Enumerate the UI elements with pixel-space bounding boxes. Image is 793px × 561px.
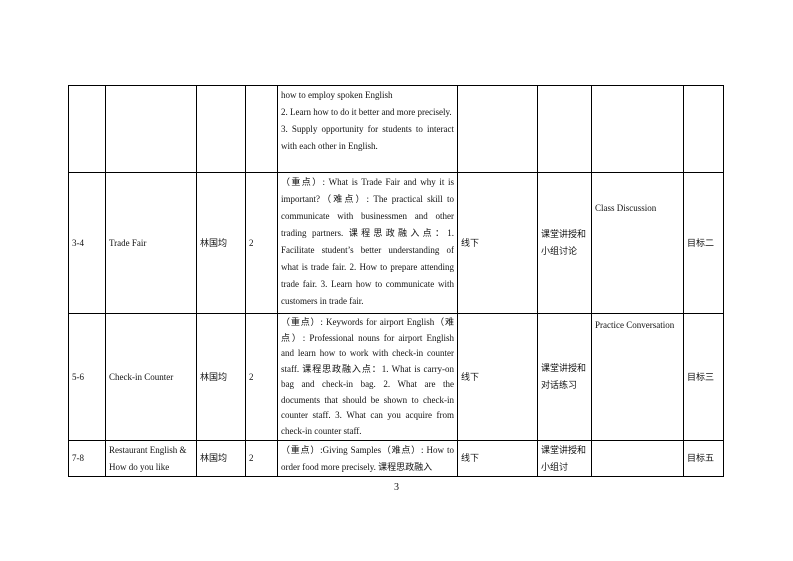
activity-cell [591, 440, 684, 477]
table-row: 3-4 Trade Fair 林国均 2 （重点）: What is Trade… [68, 172, 724, 314]
week-cell: 5-6 [68, 313, 106, 441]
topic-cell [105, 85, 197, 173]
hours-cell: 2 [245, 172, 278, 314]
activity-cell: Class Discussion [591, 172, 684, 314]
method-cell: 课堂讲授和小组讨论 [537, 172, 592, 314]
week-cell: 7-8 [68, 440, 106, 477]
page-number: 3 [394, 482, 399, 493]
content-cell: （重点）: What is Trade Fair and why it is i… [277, 172, 458, 314]
mode-cell: 线下 [457, 313, 538, 441]
content-cell: （重点）: Keywords for airport English（难点）: … [277, 313, 458, 441]
method-cell: 课堂讲授和对话练习 [537, 313, 592, 441]
mode-cell: 线下 [457, 172, 538, 314]
week-cell: 3-4 [68, 172, 106, 314]
hours-cell: 2 [245, 313, 278, 441]
teacher-cell: 林国均 [196, 172, 246, 314]
mode-cell [457, 85, 538, 173]
table-row: 7-8 Restaurant English & How do you like… [68, 440, 724, 477]
mode-cell: 线下 [457, 440, 538, 477]
goal-cell: 目标二 [683, 172, 724, 314]
method-cell: 课堂讲授和小组讨 [537, 440, 592, 477]
activity-cell [591, 85, 684, 173]
goal-cell: 目标三 [683, 313, 724, 441]
goal-cell [683, 85, 724, 173]
teacher-cell: 林国均 [196, 313, 246, 441]
content-cell: how to employ spoken English 2. Learn ho… [277, 85, 458, 173]
method-cell [537, 85, 592, 173]
content-cell: （重点）:Giving Samples（难点）: How to order fo… [277, 440, 458, 477]
goal-cell: 目标五 [683, 440, 724, 477]
hours-cell: 2 [245, 440, 278, 477]
table-row: 5-6 Check-in Counter 林国均 2 （重点）: Keyword… [68, 313, 724, 441]
teacher-cell: 林国均 [196, 440, 246, 477]
teacher-cell [196, 85, 246, 173]
topic-cell: Restaurant English & How do you like [105, 440, 197, 477]
activity-cell: Practice Conversation [591, 313, 684, 441]
topic-cell: Check-in Counter [105, 313, 197, 441]
table-row: how to employ spoken English 2. Learn ho… [68, 85, 724, 173]
topic-cell: Trade Fair [105, 172, 197, 314]
course-schedule-table: how to employ spoken English 2. Learn ho… [68, 85, 724, 477]
week-cell [68, 85, 106, 173]
hours-cell [245, 85, 278, 173]
